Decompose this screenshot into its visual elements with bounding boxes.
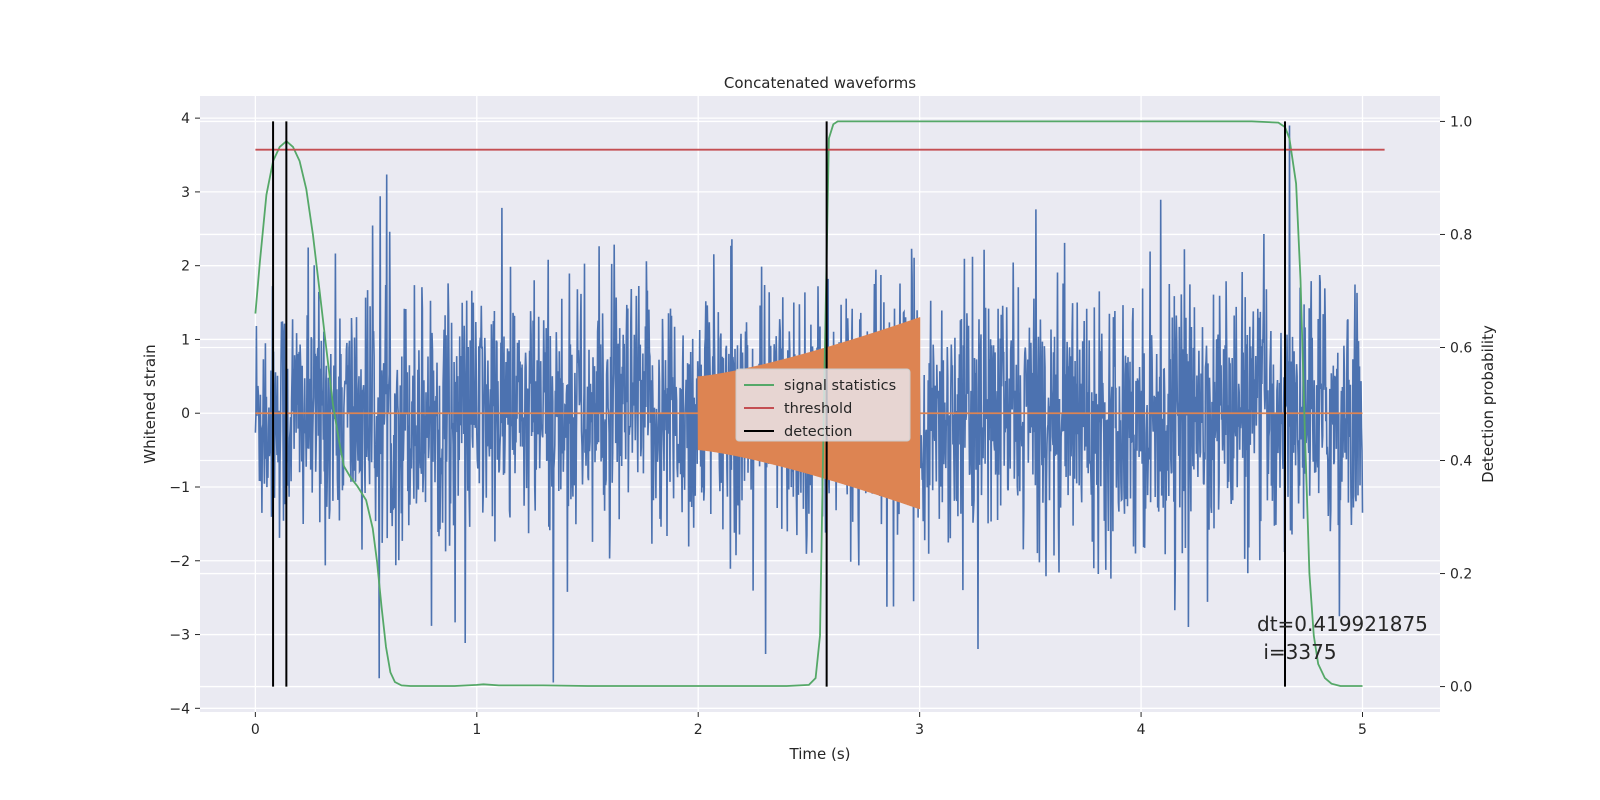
annotation-line: dt=0.419921875: [1257, 612, 1428, 636]
legend-label: signal statistics: [784, 378, 896, 394]
x-axis-label: Time (s): [789, 745, 851, 763]
x-tick-label: 5: [1358, 722, 1367, 738]
annotation-line: i=3375: [1257, 640, 1337, 664]
signal-statistics-line: [254, 120, 1363, 687]
y-tick-left-label: −3: [169, 628, 190, 644]
annotation: dt=0.419921875 i=3375: [1257, 612, 1428, 664]
y-tick-right-label: 0.6: [1450, 340, 1472, 356]
y-tick-right-label: 0.4: [1450, 454, 1472, 470]
y-tick-left-label: 2: [181, 259, 190, 275]
x-tick-label: 2: [694, 722, 703, 738]
axis-ticks: 0 1 2 3 4 5 4 3 2 1 0 −1 −2 −3 −4 1.0 0.8 0.6 0.4 0.2 0.0: [169, 111, 1472, 738]
y-tick-left-label: 4: [181, 111, 190, 127]
y-tick-left-label: 3: [181, 185, 190, 201]
y-axis-label-right: Detection probability: [1479, 325, 1497, 483]
y-tick-left-label: 1: [181, 332, 190, 348]
y-tick-right-label: 0.2: [1450, 567, 1472, 583]
right-axis-series: [254, 120, 1385, 687]
x-tick-label: 3: [915, 722, 924, 738]
legend-box: [735, 368, 911, 442]
y-tick-left-label: −2: [169, 554, 190, 570]
legend-label: detection: [784, 424, 852, 440]
x-tick-label: 4: [1137, 722, 1146, 738]
legend-label: threshold: [784, 401, 852, 417]
chart-title: Concatenated waveforms: [724, 74, 916, 92]
legend: signal statistics threshold detection: [735, 368, 911, 442]
y-tick-right-label: 0.0: [1450, 680, 1472, 696]
y-tick-left-label: −1: [169, 480, 190, 496]
y-axis-label-left: Whitened strain: [141, 344, 159, 463]
x-tick-label: 1: [472, 722, 481, 738]
y-tick-left-label: 0: [181, 406, 190, 422]
y-tick-right-label: 1.0: [1450, 114, 1472, 130]
x-tick-label: 0: [251, 722, 260, 738]
y-tick-right-label: 0.8: [1450, 227, 1472, 243]
y-tick-left-label: −4: [169, 701, 190, 717]
